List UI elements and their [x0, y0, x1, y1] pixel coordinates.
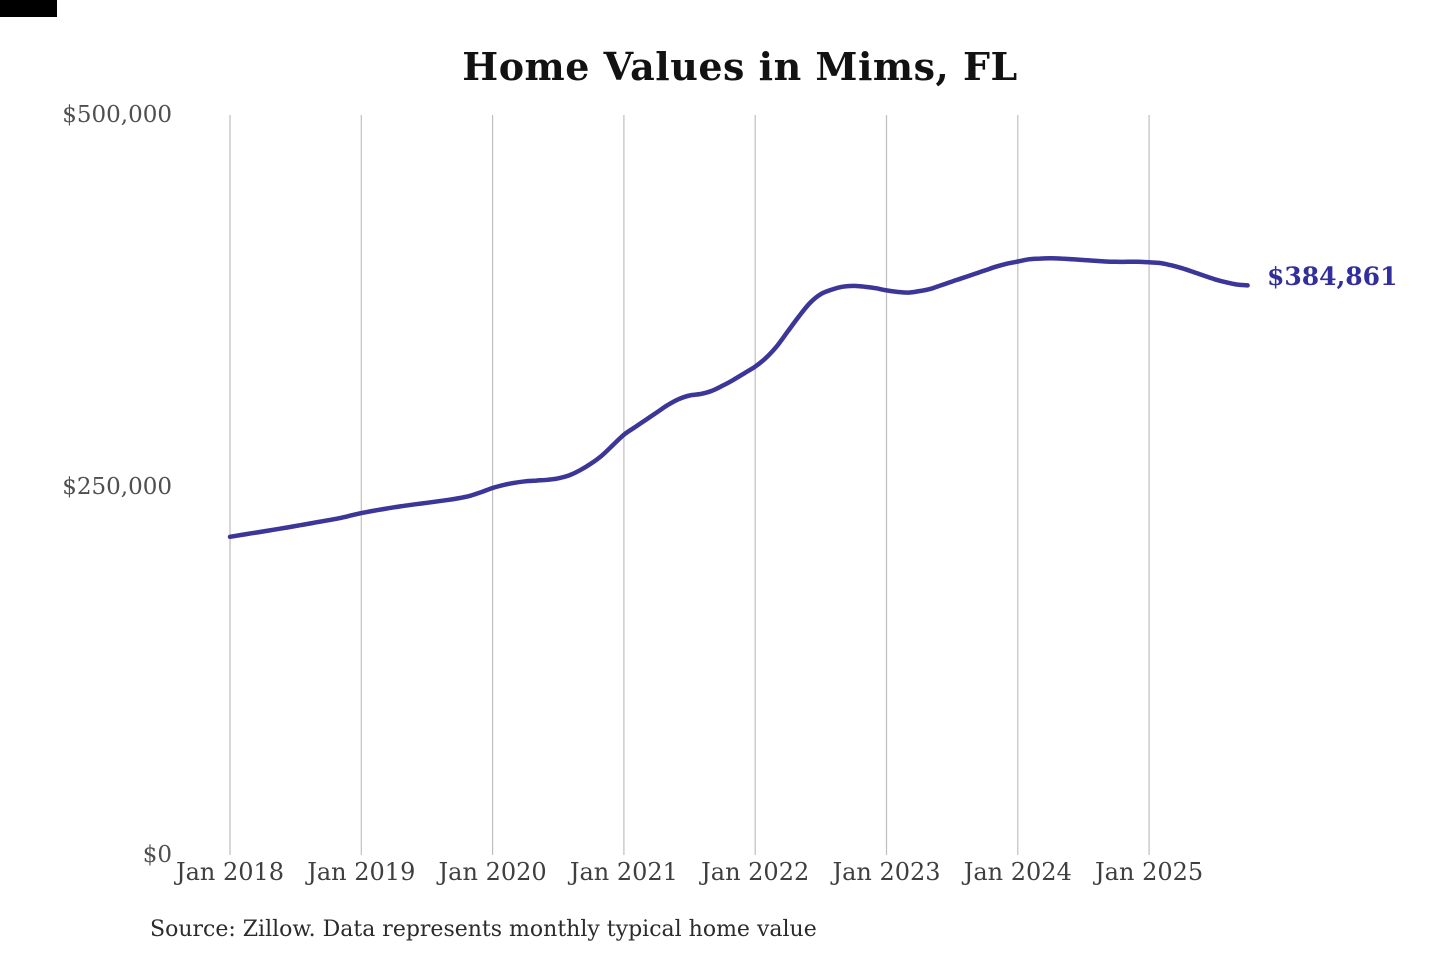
y-tick-label-0: $0 [142, 842, 172, 868]
source-note: Source: Zillow. Data represents monthly … [150, 917, 817, 942]
x-tick-label-2024: Jan 2024 [963, 858, 1072, 886]
x-tick-label-2018: Jan 2018 [175, 858, 285, 886]
final-value-label: $384,861 [1267, 262, 1398, 291]
x-tick-label-2025: Jan 2025 [1095, 858, 1204, 886]
y-tick-label-500k: $500,000 [62, 102, 172, 128]
chart-title: Home Values in Mims, FL [462, 44, 1018, 89]
x-tick-label-2020: Jan 2020 [438, 858, 547, 886]
top-left-bar [0, 0, 57, 17]
x-tick-label-2019: Jan 2019 [307, 858, 416, 886]
x-tick-label-2023: Jan 2023 [832, 858, 941, 886]
gridline-group [229, 115, 1150, 855]
home-value-line [227, 256, 1250, 540]
x-tick-label-2021: Jan 2021 [569, 858, 678, 886]
y-tick-label-250k: $250,000 [62, 474, 172, 500]
x-tick-label-2022: Jan 2022 [701, 858, 810, 886]
